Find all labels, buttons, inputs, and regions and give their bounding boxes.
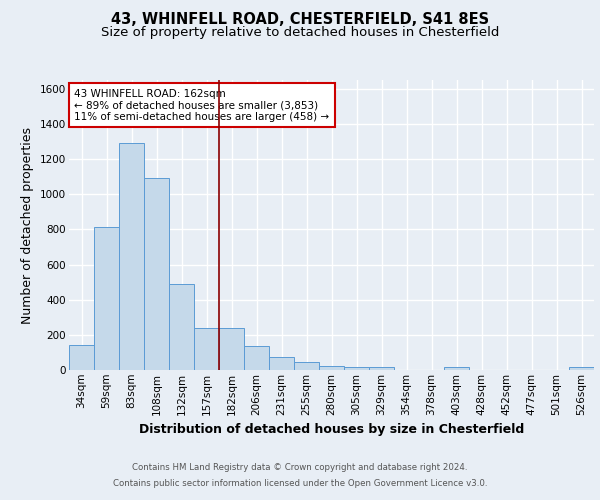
Text: Contains HM Land Registry data © Crown copyright and database right 2024.: Contains HM Land Registry data © Crown c… — [132, 464, 468, 472]
X-axis label: Distribution of detached houses by size in Chesterfield: Distribution of detached houses by size … — [139, 423, 524, 436]
Text: 43, WHINFELL ROAD, CHESTERFIELD, S41 8ES: 43, WHINFELL ROAD, CHESTERFIELD, S41 8ES — [111, 12, 489, 28]
Bar — [344, 368, 369, 370]
Bar — [569, 368, 594, 370]
Bar — [194, 328, 219, 370]
Bar — [269, 357, 294, 370]
Bar — [94, 227, 119, 370]
Bar — [444, 368, 469, 370]
Text: Size of property relative to detached houses in Chesterfield: Size of property relative to detached ho… — [101, 26, 499, 39]
Bar — [169, 284, 194, 370]
Bar — [369, 368, 394, 370]
Bar — [294, 362, 319, 370]
Bar — [69, 346, 94, 370]
Y-axis label: Number of detached properties: Number of detached properties — [22, 126, 34, 324]
Text: 43 WHINFELL ROAD: 162sqm
← 89% of detached houses are smaller (3,853)
11% of sem: 43 WHINFELL ROAD: 162sqm ← 89% of detach… — [74, 88, 329, 122]
Bar — [319, 366, 344, 370]
Text: Contains public sector information licensed under the Open Government Licence v3: Contains public sector information licen… — [113, 478, 487, 488]
Bar — [244, 346, 269, 370]
Bar — [219, 328, 244, 370]
Bar — [144, 178, 169, 370]
Bar — [119, 144, 144, 370]
